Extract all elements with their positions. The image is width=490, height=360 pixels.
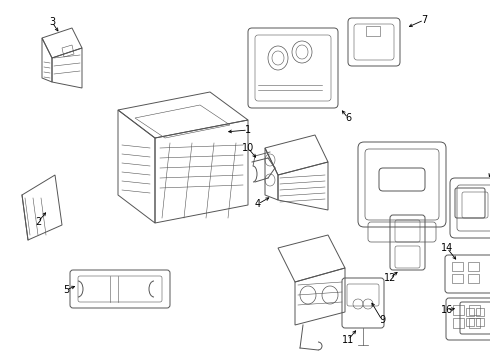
Text: 12: 12	[384, 273, 396, 283]
Bar	[466, 318, 474, 326]
Text: 10: 10	[242, 143, 254, 153]
Text: 3: 3	[49, 17, 55, 27]
Text: 5: 5	[63, 285, 69, 295]
Text: 9: 9	[379, 315, 385, 325]
Bar	[469, 318, 480, 328]
Bar	[366, 26, 380, 36]
Text: 7: 7	[421, 15, 427, 25]
Bar	[476, 318, 484, 326]
Bar	[468, 262, 479, 271]
Text: 2: 2	[35, 217, 41, 227]
Bar	[452, 274, 463, 283]
Bar	[468, 274, 479, 283]
Bar	[452, 262, 463, 271]
Text: 6: 6	[345, 113, 351, 123]
Bar	[453, 318, 464, 328]
Text: 14: 14	[441, 243, 453, 253]
Text: 4: 4	[255, 199, 261, 209]
Text: 11: 11	[342, 335, 354, 345]
Text: 1: 1	[245, 125, 251, 135]
Bar	[476, 308, 484, 316]
Bar	[466, 308, 474, 316]
Bar	[469, 305, 480, 315]
Bar	[453, 305, 464, 315]
Text: 16: 16	[441, 305, 453, 315]
